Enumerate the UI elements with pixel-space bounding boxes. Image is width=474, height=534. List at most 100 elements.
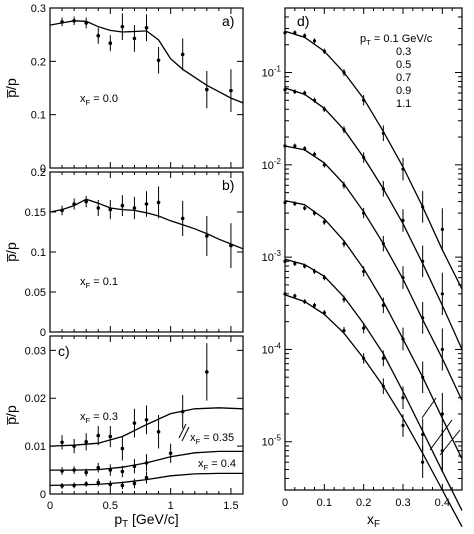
panel-d-xtick-label: 0.1 bbox=[317, 497, 332, 509]
panel-b-data-point bbox=[72, 202, 76, 206]
panel-d-data-point bbox=[421, 460, 425, 464]
panel-c-data-point bbox=[180, 409, 185, 414]
panel-c-data-point bbox=[72, 468, 76, 472]
panel-d-data-point bbox=[421, 432, 425, 437]
panel-c-data-point bbox=[132, 464, 137, 469]
panel-d-data-point bbox=[362, 269, 366, 274]
panel-a-ytick-label: 0.1 bbox=[31, 110, 46, 122]
panel-d-data-point bbox=[303, 299, 307, 304]
panel-c-ytick-label: 0.02 bbox=[25, 393, 46, 405]
panel-d-data-point bbox=[303, 146, 307, 151]
panel-d-data-point bbox=[401, 337, 405, 341]
panel-d-data-point bbox=[303, 264, 307, 268]
panel-c-data-point bbox=[156, 429, 161, 434]
panel-c-data-point bbox=[168, 451, 173, 456]
panel-d-ytick-label: 10-2 bbox=[262, 157, 282, 172]
panel-d-legend-value: 1.1 bbox=[396, 98, 411, 110]
panel-d-data-point bbox=[342, 328, 346, 333]
panel-b-ytick-label: 0.2 bbox=[31, 167, 46, 179]
panel-b-ytick-label: 0.15 bbox=[25, 207, 46, 219]
panel-c-data-point bbox=[84, 482, 88, 486]
panel-c-xtick-label: 0 bbox=[47, 500, 53, 512]
panel-d-xlabel: xF bbox=[367, 511, 380, 530]
panel-b-data-point bbox=[229, 243, 233, 248]
panel-c-data-point bbox=[72, 483, 76, 488]
panel-d-data-point bbox=[293, 144, 297, 148]
panel-a-data-point bbox=[205, 87, 209, 92]
panel-c-pointer-line bbox=[181, 426, 190, 442]
panel-d-slash-marker bbox=[421, 397, 437, 419]
panel-c-data-point bbox=[84, 470, 88, 475]
panel-b-data-point bbox=[205, 234, 209, 238]
panel-c-data-point bbox=[96, 465, 101, 470]
panel-c-annotation-03: xF = 0.3 bbox=[80, 411, 118, 425]
panel-d-data-point bbox=[342, 128, 346, 132]
panel-c-data-point bbox=[120, 483, 125, 488]
panel-d-data-point bbox=[421, 375, 425, 379]
panel-c-ytick-label: 0 bbox=[40, 489, 46, 501]
panel-d-xtick-label: 0.4 bbox=[435, 497, 450, 509]
panel-d-legend-value: 0.3 bbox=[396, 46, 411, 58]
panel-d-data-point bbox=[322, 220, 326, 224]
panel-d-frame bbox=[284, 7, 463, 491]
panel-d-data-point bbox=[283, 292, 287, 296]
panel-d-data-point bbox=[401, 276, 405, 280]
panel-a-data-point bbox=[132, 36, 137, 41]
panel-d-data-point bbox=[342, 297, 346, 301]
panel-d-data-point bbox=[401, 423, 405, 428]
panel-a-label: a) bbox=[222, 13, 234, 29]
panel-d-data-point bbox=[440, 412, 444, 416]
panel-d-data-point bbox=[381, 303, 385, 307]
panel-d-data-point bbox=[312, 269, 317, 274]
panel-c-data-point bbox=[60, 484, 64, 488]
panel-d-legend-value: 0.7 bbox=[396, 72, 411, 84]
panel-d-ytick-label: 10-3 bbox=[262, 249, 282, 264]
panel-a-annotation: xF = 0.0 bbox=[80, 93, 118, 107]
panel-c-data-point bbox=[72, 444, 76, 448]
panel-c-ytick-label: 0.03 bbox=[25, 345, 46, 357]
panel-d-data-point bbox=[322, 107, 326, 111]
panel-c-pointer-line bbox=[178, 423, 187, 439]
panel-c-annotation-04: xF = 0.4 bbox=[198, 458, 236, 472]
panel-a-data-point bbox=[229, 88, 233, 93]
panel-d-data-point bbox=[342, 183, 346, 187]
panel-c-data-point bbox=[108, 482, 113, 487]
panel-d-data-point bbox=[362, 326, 366, 330]
panel-d-ytick-label: 10-1 bbox=[262, 65, 282, 80]
panel-d-data-point bbox=[312, 98, 317, 102]
panel-c-xlabel: pT [GeV/c] bbox=[114, 511, 178, 530]
panel-d-data-point bbox=[440, 227, 444, 231]
panel-b-data-point bbox=[180, 216, 185, 221]
panel-d-label: d) bbox=[297, 13, 309, 29]
panel-a-ylabel: p̅/p bbox=[3, 78, 19, 99]
panel-d-data-point bbox=[293, 294, 297, 298]
panel-d-data-point bbox=[401, 218, 405, 222]
panel-d-data-point bbox=[322, 311, 326, 315]
panel-a-data-point bbox=[144, 25, 149, 30]
panel-c-data-point bbox=[132, 421, 137, 425]
panel-d-xtick-label: 0.3 bbox=[395, 497, 410, 509]
panel-d-data-point bbox=[293, 262, 297, 266]
panel-b-data-point bbox=[84, 199, 88, 204]
panel-d-data-point bbox=[283, 88, 287, 92]
panel-d-data-point bbox=[303, 206, 307, 210]
panel-d-data-point bbox=[381, 356, 385, 360]
panel-b-data-point bbox=[144, 202, 149, 206]
panel-d-slash-marker bbox=[429, 419, 453, 451]
panel-b-annotation: xF = 0.1 bbox=[80, 276, 118, 290]
panel-d-data-point bbox=[312, 303, 317, 307]
panel-d-curve bbox=[284, 30, 463, 290]
panel-d-data-point bbox=[362, 211, 366, 215]
panel-c-data-point bbox=[96, 433, 101, 438]
panel-c-data-point bbox=[205, 370, 209, 374]
panel-a-ytick-label: 0.2 bbox=[31, 56, 46, 68]
panel-d-data-point bbox=[362, 155, 366, 160]
panel-c-data-point bbox=[120, 469, 125, 474]
panel-d-data-point bbox=[312, 152, 317, 156]
panel-d-data-point bbox=[362, 98, 366, 102]
panel-d-data-point bbox=[440, 347, 444, 352]
panel-d-curve bbox=[284, 294, 463, 528]
panel-d-curve bbox=[284, 199, 463, 460]
panel-d-data-point bbox=[322, 276, 326, 280]
